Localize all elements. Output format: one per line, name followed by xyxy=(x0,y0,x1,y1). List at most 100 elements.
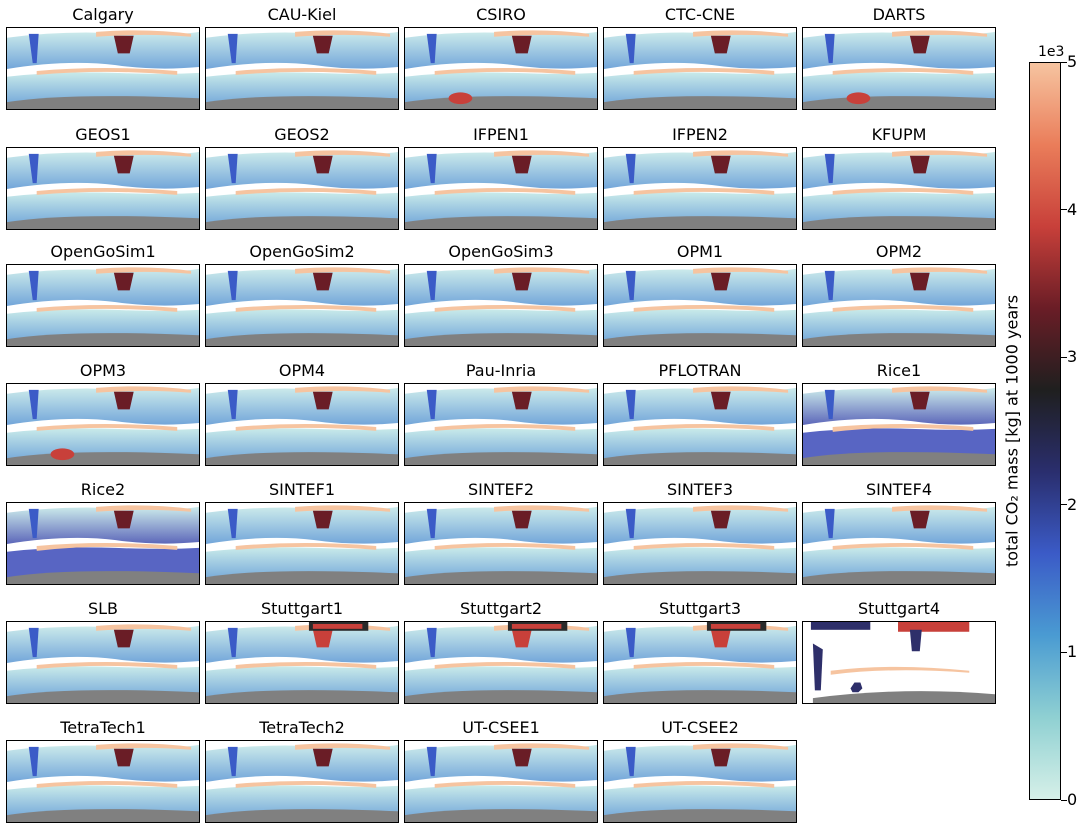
bedrock xyxy=(405,809,597,822)
plume-panel xyxy=(404,27,598,110)
upper-plume xyxy=(604,625,796,663)
bedrock xyxy=(206,216,398,229)
left-column xyxy=(227,389,238,420)
left-column xyxy=(824,389,835,420)
upper-plume xyxy=(405,268,597,306)
plume-left xyxy=(812,643,823,691)
upper-cap xyxy=(295,505,391,512)
colorbar-tick-label: 4 xyxy=(1067,199,1078,219)
upper-plume xyxy=(803,387,995,425)
upper-plume xyxy=(7,744,199,782)
upper-cap xyxy=(96,743,192,750)
middle-cap xyxy=(36,188,178,195)
middle-cap xyxy=(235,68,377,75)
plume-image xyxy=(206,30,398,109)
panel-title: OPM2 xyxy=(875,242,923,261)
bedrock xyxy=(206,571,398,584)
upper-plume xyxy=(803,506,995,544)
sharp-interface xyxy=(36,544,178,551)
central-column xyxy=(909,510,930,529)
upper-plume xyxy=(405,506,597,544)
hot-core xyxy=(511,623,562,629)
bedrock xyxy=(604,809,796,822)
bottom-blob xyxy=(850,682,863,693)
plume-image xyxy=(206,267,398,346)
plume-image xyxy=(405,30,597,109)
central-column xyxy=(909,272,930,291)
upper-plume xyxy=(206,151,398,189)
hot-core xyxy=(710,623,761,629)
left-column xyxy=(28,508,39,539)
upper-plume xyxy=(604,31,796,69)
plume-panel xyxy=(404,502,598,585)
middle-cap xyxy=(36,543,178,550)
plume-image xyxy=(604,386,796,465)
central-column xyxy=(312,35,333,54)
central-column xyxy=(710,35,731,54)
central-column xyxy=(312,155,333,174)
upper-plume xyxy=(7,387,199,425)
central-column xyxy=(113,272,134,291)
left-column xyxy=(824,153,835,184)
panel-title: Stuttgart3 xyxy=(658,599,742,618)
plume-panel xyxy=(404,621,598,704)
panel-title: Calgary xyxy=(72,5,134,24)
plume-image xyxy=(7,386,199,465)
bedrock xyxy=(604,571,796,584)
panel-title: Rice2 xyxy=(80,480,126,499)
upper-cap xyxy=(96,150,192,157)
left-column xyxy=(28,270,39,301)
plume-image xyxy=(7,743,199,822)
panel-title: Stuttgart4 xyxy=(857,599,941,618)
plume-panel xyxy=(603,621,797,704)
middle-cap xyxy=(434,424,576,431)
left-column xyxy=(625,746,636,777)
plume-panel xyxy=(6,27,200,110)
central-column xyxy=(312,629,333,648)
bedrock xyxy=(7,333,199,346)
colorbar-scale-label: 1e3 xyxy=(1038,44,1065,60)
colorbar-tick-label: 1 xyxy=(1067,642,1078,662)
panel-title: OPM4 xyxy=(278,361,326,380)
upper-cap xyxy=(295,150,391,157)
colorbar-tick xyxy=(1061,61,1067,63)
colorbar-tick-label: 3 xyxy=(1067,347,1078,367)
plume-image xyxy=(604,267,796,346)
bedrock xyxy=(803,216,995,229)
plume-image xyxy=(803,30,995,109)
upper-cap xyxy=(892,150,988,157)
bedrock xyxy=(206,96,398,109)
central-column xyxy=(710,510,731,529)
plume-panel xyxy=(404,740,598,823)
central-column xyxy=(113,35,134,54)
bedrock xyxy=(206,690,398,703)
middle-cap xyxy=(36,68,178,75)
upper-cap xyxy=(96,267,192,274)
plume-right xyxy=(909,629,922,652)
bottom-pool xyxy=(50,448,75,461)
central-column xyxy=(113,391,134,410)
plume-image xyxy=(604,743,796,822)
middle-cap xyxy=(633,188,775,195)
panel-title: Stuttgart1 xyxy=(260,599,344,618)
left-column xyxy=(824,270,835,301)
panel-title: TetraTech2 xyxy=(259,718,345,737)
bedrock xyxy=(7,690,199,703)
left-column xyxy=(426,627,437,658)
plume-image xyxy=(206,743,398,822)
left-column xyxy=(625,627,636,658)
upper-plume xyxy=(7,151,199,189)
central-column xyxy=(113,629,134,648)
middle-cap xyxy=(434,305,576,312)
plume-panel xyxy=(802,147,996,230)
upper-cap xyxy=(494,386,590,393)
bedrock xyxy=(206,333,398,346)
panel-title: TetraTech1 xyxy=(60,718,146,737)
bedrock xyxy=(405,452,597,465)
upper-cap xyxy=(494,505,590,512)
middle-cap xyxy=(434,543,576,550)
bottom-pool xyxy=(846,92,871,105)
panel-title: Stuttgart2 xyxy=(459,599,543,618)
central-column xyxy=(909,391,930,410)
plume-panel xyxy=(802,621,996,704)
